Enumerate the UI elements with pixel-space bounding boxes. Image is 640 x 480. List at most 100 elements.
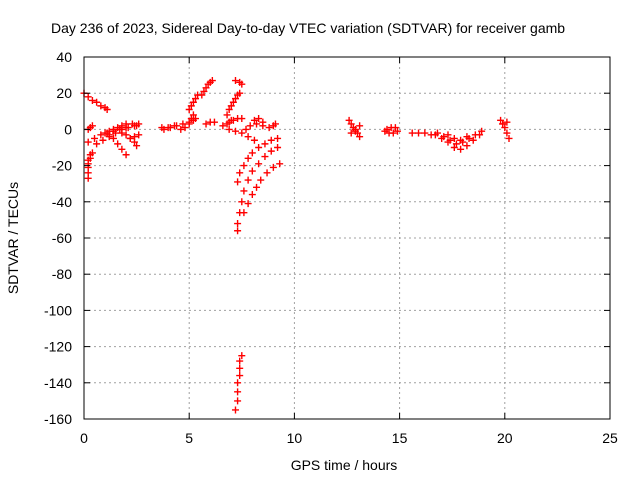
data-point	[210, 118, 218, 126]
data-point	[463, 142, 471, 150]
data-point	[97, 131, 105, 139]
data-point	[223, 111, 231, 119]
data-point	[499, 120, 507, 128]
data-point	[91, 134, 99, 142]
data-point	[497, 116, 505, 124]
data-point	[130, 133, 138, 141]
data-point	[88, 96, 96, 104]
data-point	[261, 153, 269, 161]
data-point	[105, 127, 113, 135]
data-point	[185, 120, 193, 128]
series-track-33	[438, 131, 484, 153]
data-point	[179, 120, 187, 128]
data-point	[345, 116, 353, 124]
data-point	[347, 120, 355, 128]
data-point	[444, 131, 452, 139]
data-point	[503, 118, 511, 126]
data-point	[122, 151, 130, 159]
data-point	[259, 122, 267, 130]
y-tick-label: -80	[52, 266, 72, 282]
data-point	[478, 127, 486, 135]
series-track-20	[225, 125, 258, 144]
grid-layer	[84, 57, 610, 419]
data-point	[227, 102, 235, 110]
data-point	[450, 144, 458, 151]
data-point	[271, 120, 279, 128]
series-track-17	[219, 115, 246, 130]
data-point	[231, 127, 239, 135]
data-point	[240, 187, 248, 195]
series-track-30	[383, 124, 399, 133]
data-point	[128, 120, 136, 128]
x-tick-label: 5	[185, 430, 193, 446]
y-tick-label: -140	[44, 375, 72, 391]
data-point	[238, 115, 246, 123]
data-point	[133, 142, 141, 150]
data-point	[93, 140, 101, 148]
series-track-19	[231, 77, 246, 88]
data-point	[164, 124, 172, 132]
data-point	[192, 95, 200, 103]
data-point	[438, 134, 446, 142]
data-point	[185, 105, 193, 113]
data-point	[238, 129, 246, 137]
data-point	[103, 105, 111, 113]
series-track-26	[231, 352, 246, 414]
data-point	[391, 124, 399, 132]
data-point	[389, 129, 397, 137]
data-point	[126, 134, 134, 142]
data-point	[225, 105, 233, 113]
series-track-13	[177, 115, 200, 133]
data-point	[198, 91, 206, 99]
data-point	[99, 136, 107, 144]
data-point	[240, 162, 248, 170]
data-point	[192, 115, 200, 123]
data-point	[112, 129, 120, 137]
data-point	[244, 133, 252, 141]
data-point	[433, 129, 441, 137]
series-track-16	[202, 118, 218, 128]
x-tick-label: 10	[287, 430, 303, 446]
data-point	[383, 125, 391, 133]
series-track-9	[122, 120, 143, 130]
data-point	[124, 124, 132, 132]
data-point	[444, 138, 452, 146]
data-point	[267, 136, 275, 144]
data-point	[242, 125, 250, 133]
y-tick-label: -60	[52, 230, 72, 246]
data-point	[253, 183, 261, 191]
data-point	[393, 127, 401, 135]
x-tick-label: 20	[497, 430, 513, 446]
x-tick-label: 25	[602, 430, 618, 446]
data-point	[505, 134, 513, 142]
data-point	[503, 129, 511, 137]
data-point	[248, 149, 256, 157]
data-point	[238, 198, 246, 206]
data-point	[238, 352, 246, 360]
y-tick-label: -20	[52, 158, 72, 174]
series-track-24	[234, 134, 282, 186]
data-point	[248, 191, 256, 199]
y-tick-label: -120	[44, 339, 72, 355]
data-point	[261, 140, 269, 148]
data-point	[170, 122, 178, 130]
data-point	[114, 124, 122, 132]
data-point	[250, 116, 258, 124]
data-point	[122, 131, 130, 139]
data-point	[450, 134, 458, 142]
data-point	[93, 98, 101, 106]
data-point	[269, 163, 277, 171]
data-point	[236, 169, 244, 177]
series-track-25	[240, 160, 284, 217]
data-point	[274, 144, 282, 151]
data-point	[181, 124, 189, 132]
series-track-28	[347, 122, 364, 137]
y-tick-label: 0	[64, 121, 72, 137]
data-point	[255, 115, 263, 123]
data-point	[236, 372, 244, 380]
data-point	[255, 160, 263, 168]
data-point	[476, 131, 484, 139]
data-point	[246, 122, 254, 130]
data-point	[356, 122, 364, 130]
data-point	[118, 122, 126, 130]
